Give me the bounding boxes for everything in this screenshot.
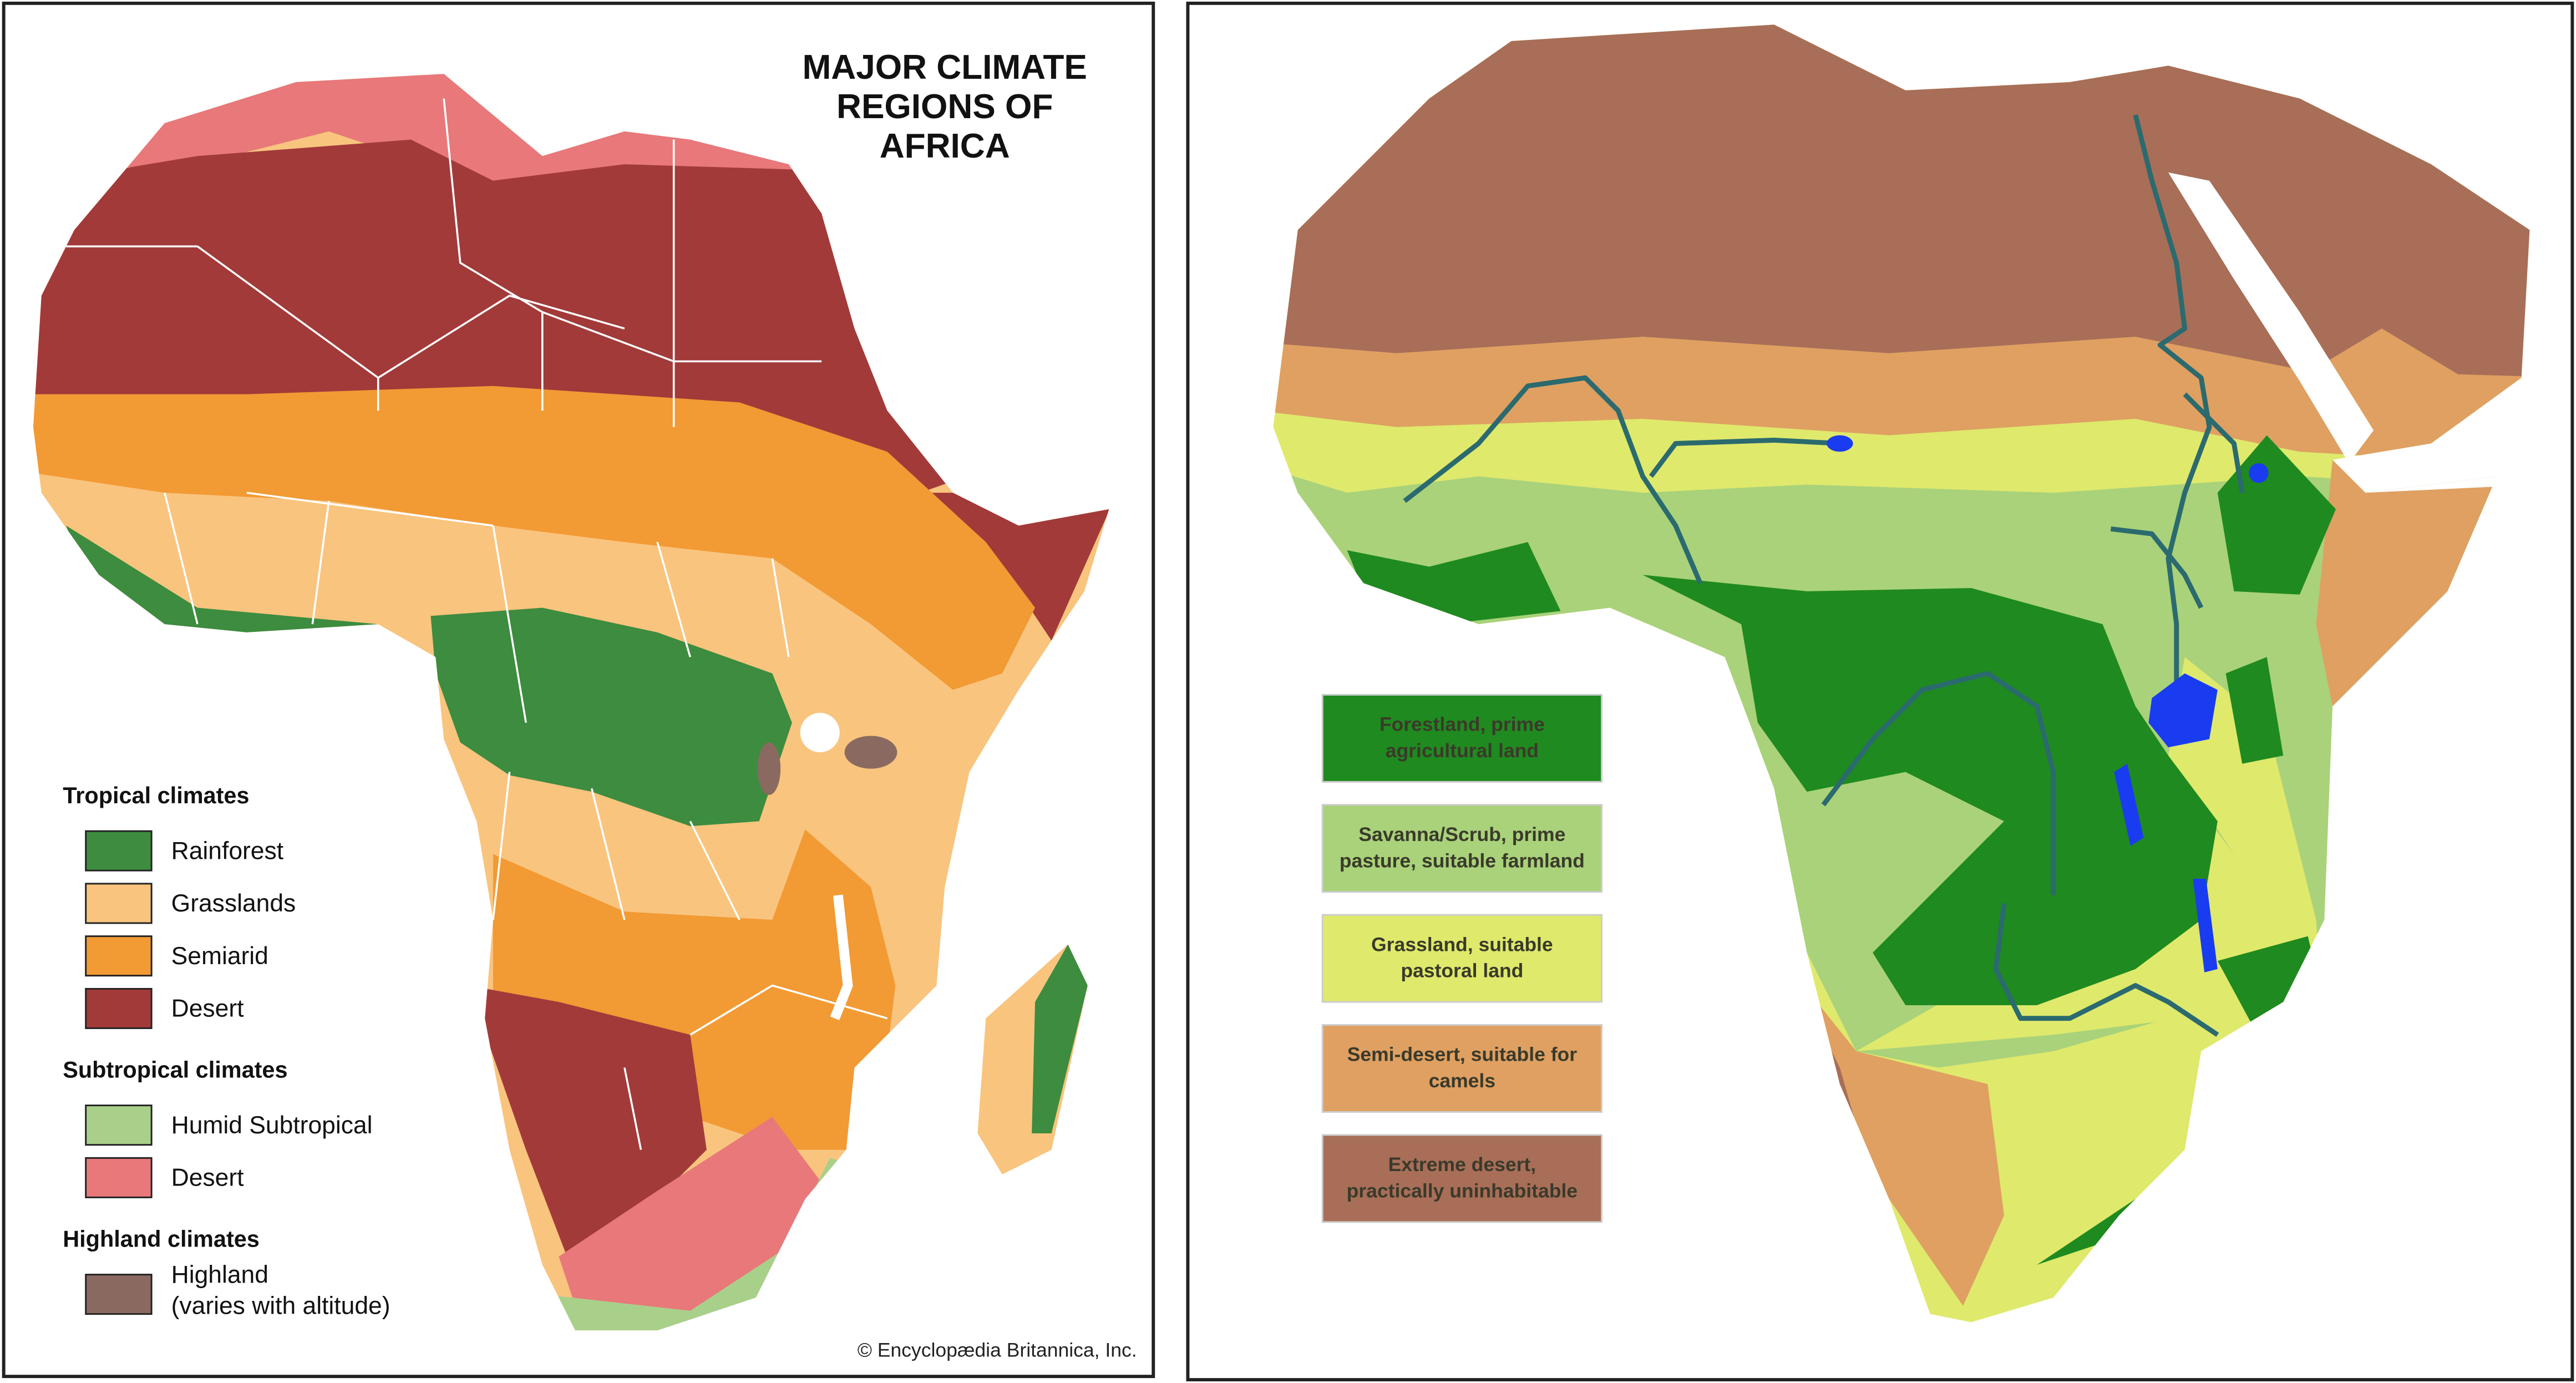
red-sea	[2168, 172, 2374, 463]
legend-label: Grasslands	[171, 890, 296, 917]
lake	[1827, 435, 1853, 452]
river	[2110, 114, 2245, 690]
legend-heading: Highland climates	[63, 1225, 260, 1252]
legend-label: Rainforest	[171, 838, 284, 865]
region-forest	[1642, 575, 2218, 1006]
region-highland	[844, 736, 897, 769]
river	[1403, 375, 1840, 584]
region-forest	[2217, 936, 2320, 1022]
lake	[2249, 463, 2269, 483]
title-line: AFRICA	[880, 127, 1010, 165]
legend-swatch	[85, 935, 153, 977]
credit: © Encyclopædia Britannica, Inc.	[858, 1339, 1137, 1361]
madagascar-rainforest	[1032, 944, 1088, 1133]
legend-label: Semi-desert, suitable for	[1347, 1043, 1578, 1066]
legend-swatch	[85, 987, 153, 1029]
legend-label: camels	[1429, 1070, 1495, 1092]
title-line: MAJOR CLIMATE	[803, 48, 1087, 87]
lake	[2114, 763, 2144, 846]
region-semi-desert	[2299, 328, 2464, 444]
legend-label: Desert	[171, 995, 244, 1022]
legend: Forestland, prime agricultural land Savann…	[1321, 693, 1603, 1223]
legend-box	[1321, 1024, 1603, 1113]
panel-border	[2, 1, 1155, 1379]
region-rainforest	[430, 607, 792, 827]
legend-label: Highland	[171, 1261, 268, 1288]
legend-label: Desert	[171, 1164, 244, 1192]
legend-box	[1321, 693, 1603, 783]
legend-label: Humid Subtropical	[171, 1112, 373, 1139]
legend-swatch	[85, 1157, 153, 1198]
panel-border	[1186, 1, 2574, 1382]
legend-label: practically uninhabitable	[1347, 1179, 1578, 1202]
legend: Tropical climates Rainforest Grasslands Sem…	[63, 782, 390, 1320]
legend-heading: Tropical climates	[63, 782, 249, 808]
legend-label: Extreme desert,	[1388, 1153, 1537, 1176]
region-grassland	[1938, 1051, 2202, 1314]
legend-box	[1321, 914, 1603, 1003]
legend-swatch	[85, 1274, 153, 1315]
region-humid	[542, 1158, 871, 1331]
region-semiarid	[493, 829, 896, 1150]
region-extreme-desert	[1273, 24, 2530, 378]
region-semi-desert	[1791, 969, 2004, 1306]
river	[1821, 671, 2219, 1037]
legend-box	[1321, 1134, 1603, 1223]
country-borders	[66, 98, 888, 1150]
legend-box	[1321, 804, 1603, 893]
lake	[2148, 673, 2218, 748]
region-desert	[468, 985, 707, 1257]
region-semiarid	[33, 386, 1036, 690]
right-panel: Forestland, prime agricultural land Savann…	[1186, 1, 2574, 1382]
legend-swatch	[85, 830, 153, 872]
legend-label: pasture, suitable farmland	[1340, 849, 1585, 872]
title-line: REGIONS OF	[836, 88, 1053, 126]
lake	[830, 894, 853, 1020]
region-highland	[757, 742, 781, 796]
region-forest	[2225, 657, 2284, 764]
legend-swatch	[85, 883, 153, 924]
legend-label: agricultural land	[1386, 739, 1539, 762]
lake	[2193, 879, 2218, 972]
legend-heading: Subtropical climates	[63, 1056, 287, 1082]
legend-label: pastoral land	[1401, 960, 1523, 982]
legend-label: Forestland, prime	[1380, 713, 1545, 736]
lake	[800, 712, 840, 753]
region-semi-desert	[2316, 460, 2497, 707]
region-forest	[2217, 435, 2336, 595]
legend-label: Grassland, suitable	[1371, 933, 1553, 955]
legend-label: Savanna/Scrub, prime	[1358, 823, 1565, 845]
legend-label: Semiarid	[171, 943, 268, 970]
legend-swatch	[85, 1105, 153, 1146]
legend-label: (varies with altitude)	[171, 1293, 391, 1320]
